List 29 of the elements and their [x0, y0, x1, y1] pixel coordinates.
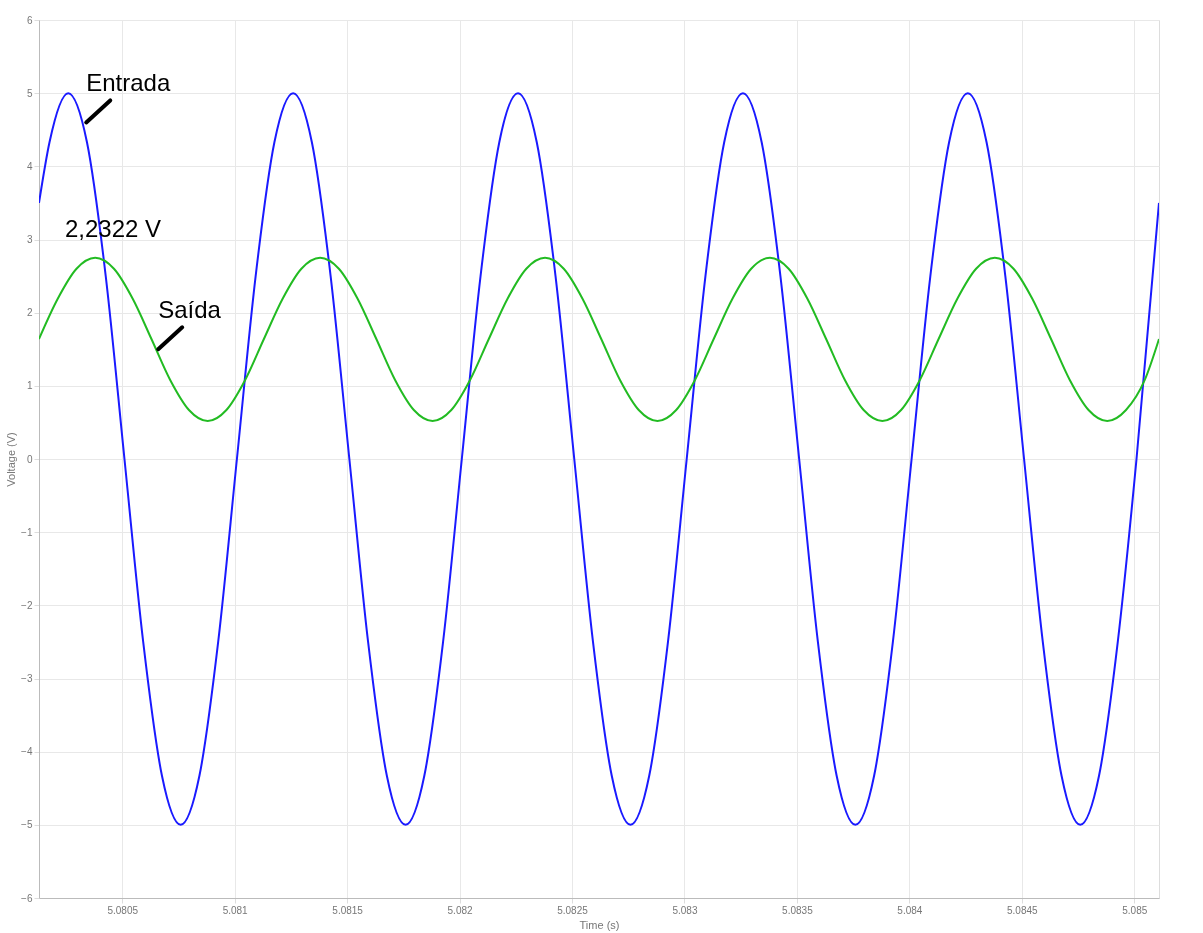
- y-tick-label: 0: [26, 453, 33, 465]
- x-tick-label: 5.085: [1122, 904, 1148, 916]
- y-tick-label: −4: [21, 746, 33, 758]
- line-series: [39, 256, 1159, 422]
- x-tick-label: 5.081: [222, 904, 249, 916]
- x-tick-label: 5.083: [672, 904, 698, 916]
- line-series: [39, 92, 1159, 826]
- y-tick-label: −3: [21, 673, 33, 684]
- y-tick-label: −2: [21, 599, 33, 611]
- y-tick-label: 4: [26, 160, 33, 172]
- x-tick-label: 5.0835: [782, 904, 814, 916]
- x-tick-label: 5.0815: [332, 904, 364, 916]
- x-axis-title: Time (s): [579, 918, 620, 931]
- x-tick-label: 5.0825: [557, 904, 589, 916]
- x-tick-label: 5.082: [447, 904, 474, 916]
- y-tick-label: 3: [26, 234, 33, 245]
- x-tick-label: 5.0845: [1007, 904, 1039, 916]
- annotation: Entrada: [86, 69, 171, 97]
- annotation: Saída: [158, 296, 222, 324]
- y-tick-label: −1: [21, 526, 33, 538]
- x-tick-label: 5.0805: [107, 904, 139, 916]
- y-tick-label: 5: [26, 87, 33, 99]
- y-axis-title: Voltage (V): [5, 432, 18, 487]
- y-tick-label: −6: [21, 892, 33, 904]
- y-tick-label: 2: [26, 307, 33, 319]
- y-tick-label: 1: [26, 380, 33, 392]
- y-tick-label: −5: [21, 819, 33, 831]
- x-tick-label: 5.084: [897, 904, 923, 916]
- y-tick-label: 6: [26, 14, 33, 26]
